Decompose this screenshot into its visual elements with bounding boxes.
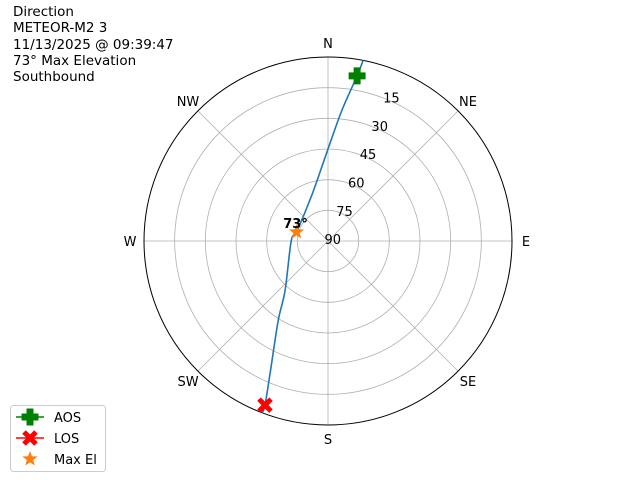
grid-ring	[174, 87, 482, 395]
title-line: Southbound	[13, 69, 95, 86]
polar-frame	[143, 56, 513, 426]
title-line: METEOR-M2 3	[13, 20, 108, 37]
chart-title: Direction METEOR-M2 3 11/13/2025 @ 09:39:4…	[13, 4, 174, 85]
radial-tick-label: 75	[336, 205, 353, 220]
direction-label: W	[124, 235, 137, 250]
direction-label: N	[323, 37, 333, 52]
grid-ring	[204, 117, 452, 365]
radial-tick-label: 30	[371, 120, 388, 135]
grid-ring	[296, 209, 360, 273]
max-el-label: 73°	[283, 217, 308, 232]
legend-label: LOS	[54, 432, 79, 447]
direction-label: SW	[177, 375, 198, 390]
legend-label: AOS	[54, 411, 81, 426]
legend-los-icon	[22, 430, 38, 446]
legend-max-el-icon	[22, 451, 38, 466]
los-marker	[257, 397, 273, 413]
direction-label: NW	[177, 95, 200, 110]
aos-marker	[348, 67, 366, 85]
title-line: 73° Max Elevation	[13, 52, 137, 69]
max-el-marker	[288, 223, 305, 239]
title-line: Direction	[13, 4, 74, 20]
direction-label: E	[522, 235, 530, 250]
direction-label: SE	[460, 375, 476, 390]
radial-tick-label: 45	[360, 148, 377, 163]
pass-track-line	[261, 60, 364, 414]
legend-box	[10, 405, 106, 472]
title-line: 11/13/2025 @ 09:39:47	[13, 36, 174, 53]
radial-tick-label: 90	[324, 233, 341, 248]
direction-label: NE	[459, 95, 477, 110]
legend-aos-icon	[21, 408, 39, 426]
radial-tick-label: 15	[383, 91, 400, 106]
legend-label: Max El	[54, 453, 97, 468]
grid-ring	[266, 179, 390, 303]
radial-tick-label: 60	[348, 176, 365, 191]
direction-label: S	[324, 433, 332, 448]
